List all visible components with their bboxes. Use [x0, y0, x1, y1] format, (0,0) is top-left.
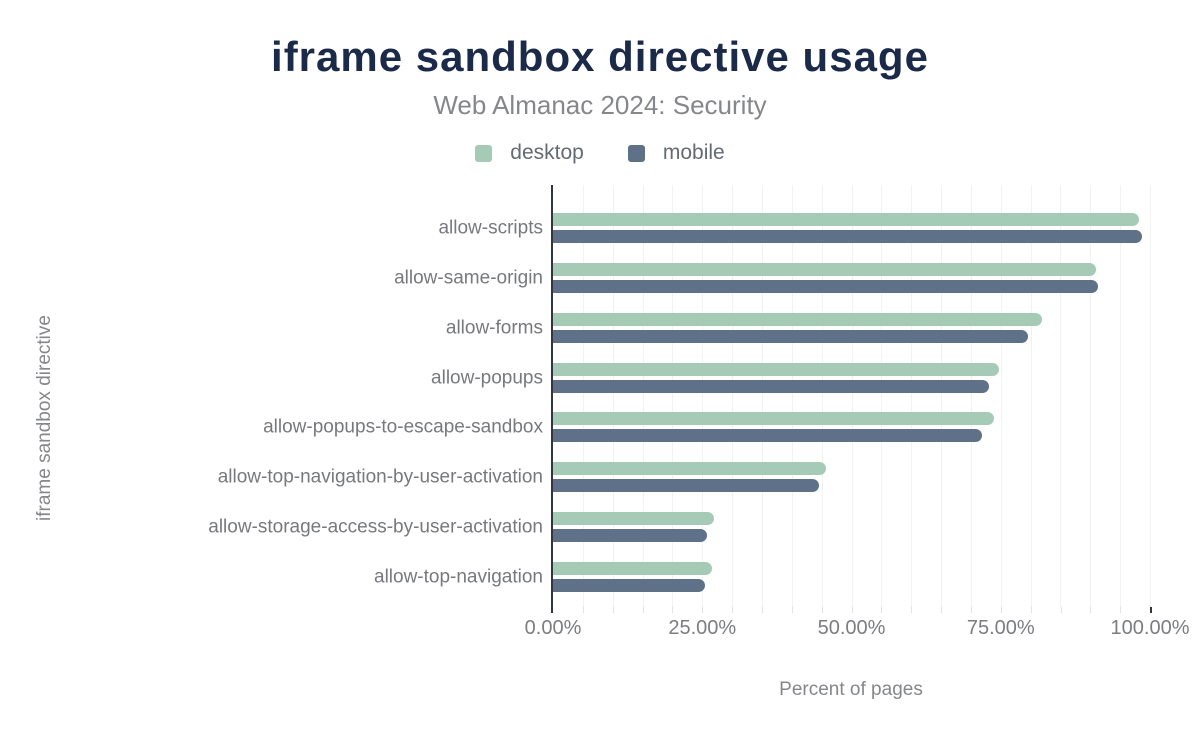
desktop-bar: [553, 561, 712, 575]
bar-row: allow-popups: [431, 362, 1150, 393]
gridline: [881, 185, 883, 607]
desktop-bar: [553, 462, 826, 476]
gridline: [821, 185, 823, 607]
mobile-bar: [553, 529, 707, 542]
x-tick-label: 25.00%: [668, 617, 737, 639]
mobile-bar: [553, 329, 1029, 343]
category-label: allow-popups-to-escape-sandbox: [263, 416, 543, 438]
x-axis-tick: [881, 607, 883, 613]
gridline: [941, 185, 943, 607]
x-tick-label: 0.00%: [524, 617, 582, 639]
chart-subtitle: Web Almanac 2024: Security: [433, 90, 767, 120]
x-axis-tick: [1120, 607, 1122, 613]
category-label: allow-same-origin: [394, 267, 543, 289]
gridline: [1150, 185, 1151, 607]
gridline: [582, 185, 584, 607]
bar-row: allow-storage-access-by-user-activation: [208, 512, 1150, 542]
gridline: [1120, 185, 1122, 607]
bar-row: allow-top-navigation-by-user-activation: [218, 462, 1150, 493]
gridline: [851, 185, 853, 607]
category-label: allow-scripts: [438, 217, 543, 239]
bar-row: allow-scripts: [438, 213, 1150, 243]
x-axis-tick: [732, 607, 734, 613]
x-axis-tick: [1090, 607, 1092, 613]
gridline: [642, 185, 644, 607]
category-label: allow-top-navigation: [374, 566, 543, 588]
gridline: [612, 185, 614, 607]
x-axis-tick: [672, 607, 674, 613]
mobile-bar: [553, 578, 706, 592]
category-label: allow-top-navigation-by-user-activation: [217, 466, 543, 488]
mobile-bar: [553, 429, 982, 443]
x-axis-tick: [762, 607, 763, 613]
chart-title: iframe sandbox directive usage: [271, 33, 929, 80]
desktop-bar: [553, 213, 1140, 226]
legend-label-desktop: desktop: [510, 141, 584, 164]
x-axis-tick: [582, 607, 584, 613]
y-axis-title: iframe sandbox directive: [34, 315, 55, 521]
gridline: [732, 185, 734, 607]
x-axis-tick: [612, 607, 614, 613]
bar-row: allow-top-navigation: [374, 561, 1150, 592]
x-axis-title: Percent of pages: [779, 679, 923, 700]
mobile-bar: [553, 479, 820, 493]
x-axis-tick: [851, 607, 853, 613]
x-axis-tick: [791, 607, 793, 613]
desktop-bar: [553, 362, 999, 376]
gridline: [1030, 185, 1032, 607]
legend-label-mobile: mobile: [662, 141, 725, 164]
x-axis-tick: [642, 607, 644, 613]
x-axis-tick: [1000, 607, 1002, 613]
x-axis-tick: [1060, 607, 1062, 613]
x-axis-tick: [941, 607, 942, 613]
legend: desktop mobile: [0, 141, 1200, 165]
gridline: [702, 185, 704, 607]
desktop-bar: [553, 262, 1097, 276]
y-axis-line: [551, 185, 553, 613]
mobile-bar: [553, 379, 989, 393]
mobile-legend-swatch-icon: [627, 144, 645, 162]
mobile-bar: [553, 230, 1143, 243]
mobile-bar: [553, 279, 1099, 293]
category-label: allow-popups: [431, 367, 543, 388]
x-axis-tick: [970, 607, 972, 613]
desktop-legend-swatch-icon: [475, 144, 493, 162]
x-axis-tick: [821, 607, 823, 613]
x-tick-label: 75.00%: [966, 617, 1035, 639]
x-tick-label: 50.00%: [817, 617, 886, 639]
legend-item-mobile[interactable]: mobile: [627, 141, 725, 165]
x-tick-label: 100.00%: [1110, 617, 1190, 639]
desktop-bar: [553, 512, 714, 525]
bar-row: allow-forms: [446, 312, 1150, 343]
gridline: [970, 185, 972, 607]
gridline: [672, 185, 674, 607]
gridline: [761, 185, 763, 607]
gridline: [1000, 185, 1002, 607]
plot-area: allow-scripts allow-same-origin allow-form…: [208, 185, 1151, 607]
bar-row: allow-same-origin: [394, 262, 1150, 293]
gridline: [1090, 185, 1092, 607]
category-label: allow-forms: [445, 317, 543, 339]
x-axis-tick: [1150, 607, 1152, 613]
x-axis-tick: [911, 607, 913, 613]
x-axis-tick: [1030, 607, 1032, 613]
gridline: [911, 185, 913, 607]
bar-row: allow-popups-to-escape-sandbox: [263, 412, 1150, 443]
desktop-bar: [553, 412, 994, 426]
legend-item-desktop[interactable]: desktop: [475, 141, 584, 165]
x-axis-tick: [702, 607, 704, 613]
gridline: [1060, 185, 1062, 607]
category-label: allow-storage-access-by-user-activation: [208, 516, 543, 538]
desktop-bar: [553, 312, 1042, 326]
gridline: [791, 185, 793, 607]
